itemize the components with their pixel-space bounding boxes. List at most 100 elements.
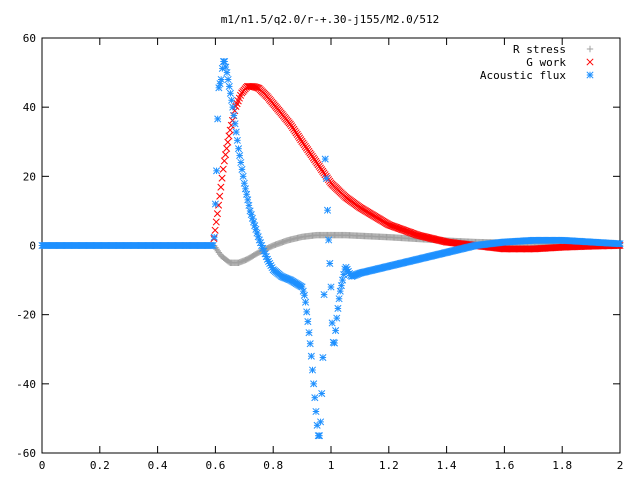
data-point: [224, 75, 232, 84]
data-point: [217, 75, 225, 84]
data-point: [229, 103, 237, 111]
x-tick-label: 0.4: [148, 459, 168, 472]
x-tick-label: 0.2: [90, 459, 110, 472]
data-point: [225, 132, 233, 140]
data-point: [211, 226, 219, 234]
y-tick-label: 0: [29, 240, 36, 253]
data-point: [335, 295, 343, 303]
data-point: [253, 83, 261, 92]
x-tick-label: 1: [328, 459, 335, 472]
legend-marker: [586, 45, 594, 53]
data-point: [304, 318, 312, 326]
data-point: [332, 327, 340, 335]
x-tick-label: 0.6: [205, 459, 225, 472]
legend-label: G work: [526, 56, 566, 69]
legend-marker: [586, 71, 594, 79]
data-point: [212, 218, 220, 226]
data-point: [330, 339, 339, 347]
legend-marker: [586, 58, 594, 66]
data-point: [226, 126, 234, 134]
x-tick-label: 0.8: [263, 459, 283, 472]
data-point: [310, 380, 318, 388]
data-point: [321, 155, 329, 163]
data-point: [337, 282, 345, 290]
data-point: [215, 84, 223, 92]
axis-ticks: [41, 37, 621, 454]
data-point: [216, 192, 224, 200]
data-point: [323, 206, 332, 214]
data-point: [221, 151, 230, 159]
data-point: [315, 432, 323, 440]
data-point: [225, 82, 233, 90]
data-point: [340, 270, 348, 279]
data-point: [243, 190, 251, 198]
data-point: [213, 167, 221, 175]
x-tick-labels: 0 0.2 0.4 0.6 0.8 1 1.2 1.4 1.6 1.8 2: [39, 459, 624, 472]
data-point: [336, 287, 344, 295]
x-tick-label: 1.8: [552, 459, 572, 472]
data-point: [319, 353, 327, 362]
y-tick-label: -20: [16, 309, 36, 322]
data-point: [209, 241, 217, 250]
y-tick-label: 20: [23, 170, 36, 183]
data-point: [333, 314, 341, 322]
chart-title: m1/n1.5/q2.0/r-+.30-j155/M2.0/512: [221, 13, 440, 26]
y-tick-label: -60: [16, 447, 36, 460]
data-point: [218, 174, 226, 182]
y-tick-label: 60: [23, 32, 36, 45]
data-point: [342, 263, 350, 271]
data-point: [298, 283, 306, 291]
plot-area: [38, 57, 624, 440]
data-point: [214, 115, 222, 123]
data-point: [311, 394, 319, 402]
data-point: [220, 157, 228, 165]
data-point: [222, 63, 230, 71]
data-point: [302, 298, 310, 306]
x-tick-label: 1.2: [379, 459, 399, 472]
data-point: [223, 144, 231, 152]
data-point: [305, 329, 313, 337]
data-point: [325, 236, 333, 244]
y-tick-label: -40: [16, 378, 36, 391]
legend-label: Acoustic flux: [480, 69, 566, 82]
data-point: [240, 179, 248, 187]
data-point: [327, 283, 335, 291]
y-tick-label: 40: [23, 101, 36, 114]
data-point: [217, 183, 225, 191]
data-point: [237, 91, 245, 99]
data-point: [245, 201, 253, 209]
data-point: [221, 57, 229, 66]
data-point: [237, 158, 245, 167]
data-point: [224, 138, 232, 146]
data-point: [244, 196, 252, 204]
data-point: [233, 136, 241, 144]
data-point: [318, 389, 326, 398]
data-point: [322, 174, 330, 182]
data-point: [616, 240, 624, 248]
data-point: [326, 259, 334, 268]
data-point: [226, 89, 234, 97]
data-point: [219, 165, 227, 173]
y-tick-labels: -60 -40 -20 0 20 40 60: [16, 32, 36, 460]
x-tick-label: 1.4: [437, 459, 457, 472]
data-point: [211, 200, 219, 208]
data-point: [334, 304, 342, 312]
data-point: [210, 233, 218, 241]
data-point: [223, 69, 231, 77]
series-acoustic-flux: [38, 57, 624, 440]
series-g-work: [210, 82, 624, 253]
data-point: [230, 111, 238, 120]
data-point: [241, 185, 250, 193]
x-tick-label: 2: [617, 459, 624, 472]
data-point: [238, 165, 246, 173]
x-tick-label: 1.6: [494, 459, 514, 472]
data-point: [234, 145, 243, 153]
data-point: [216, 80, 224, 88]
data-point: [236, 152, 244, 160]
data-point: [307, 352, 315, 360]
data-point: [239, 172, 247, 180]
data-point: [231, 120, 239, 128]
data-point: [232, 128, 240, 136]
data-point: [339, 276, 347, 284]
